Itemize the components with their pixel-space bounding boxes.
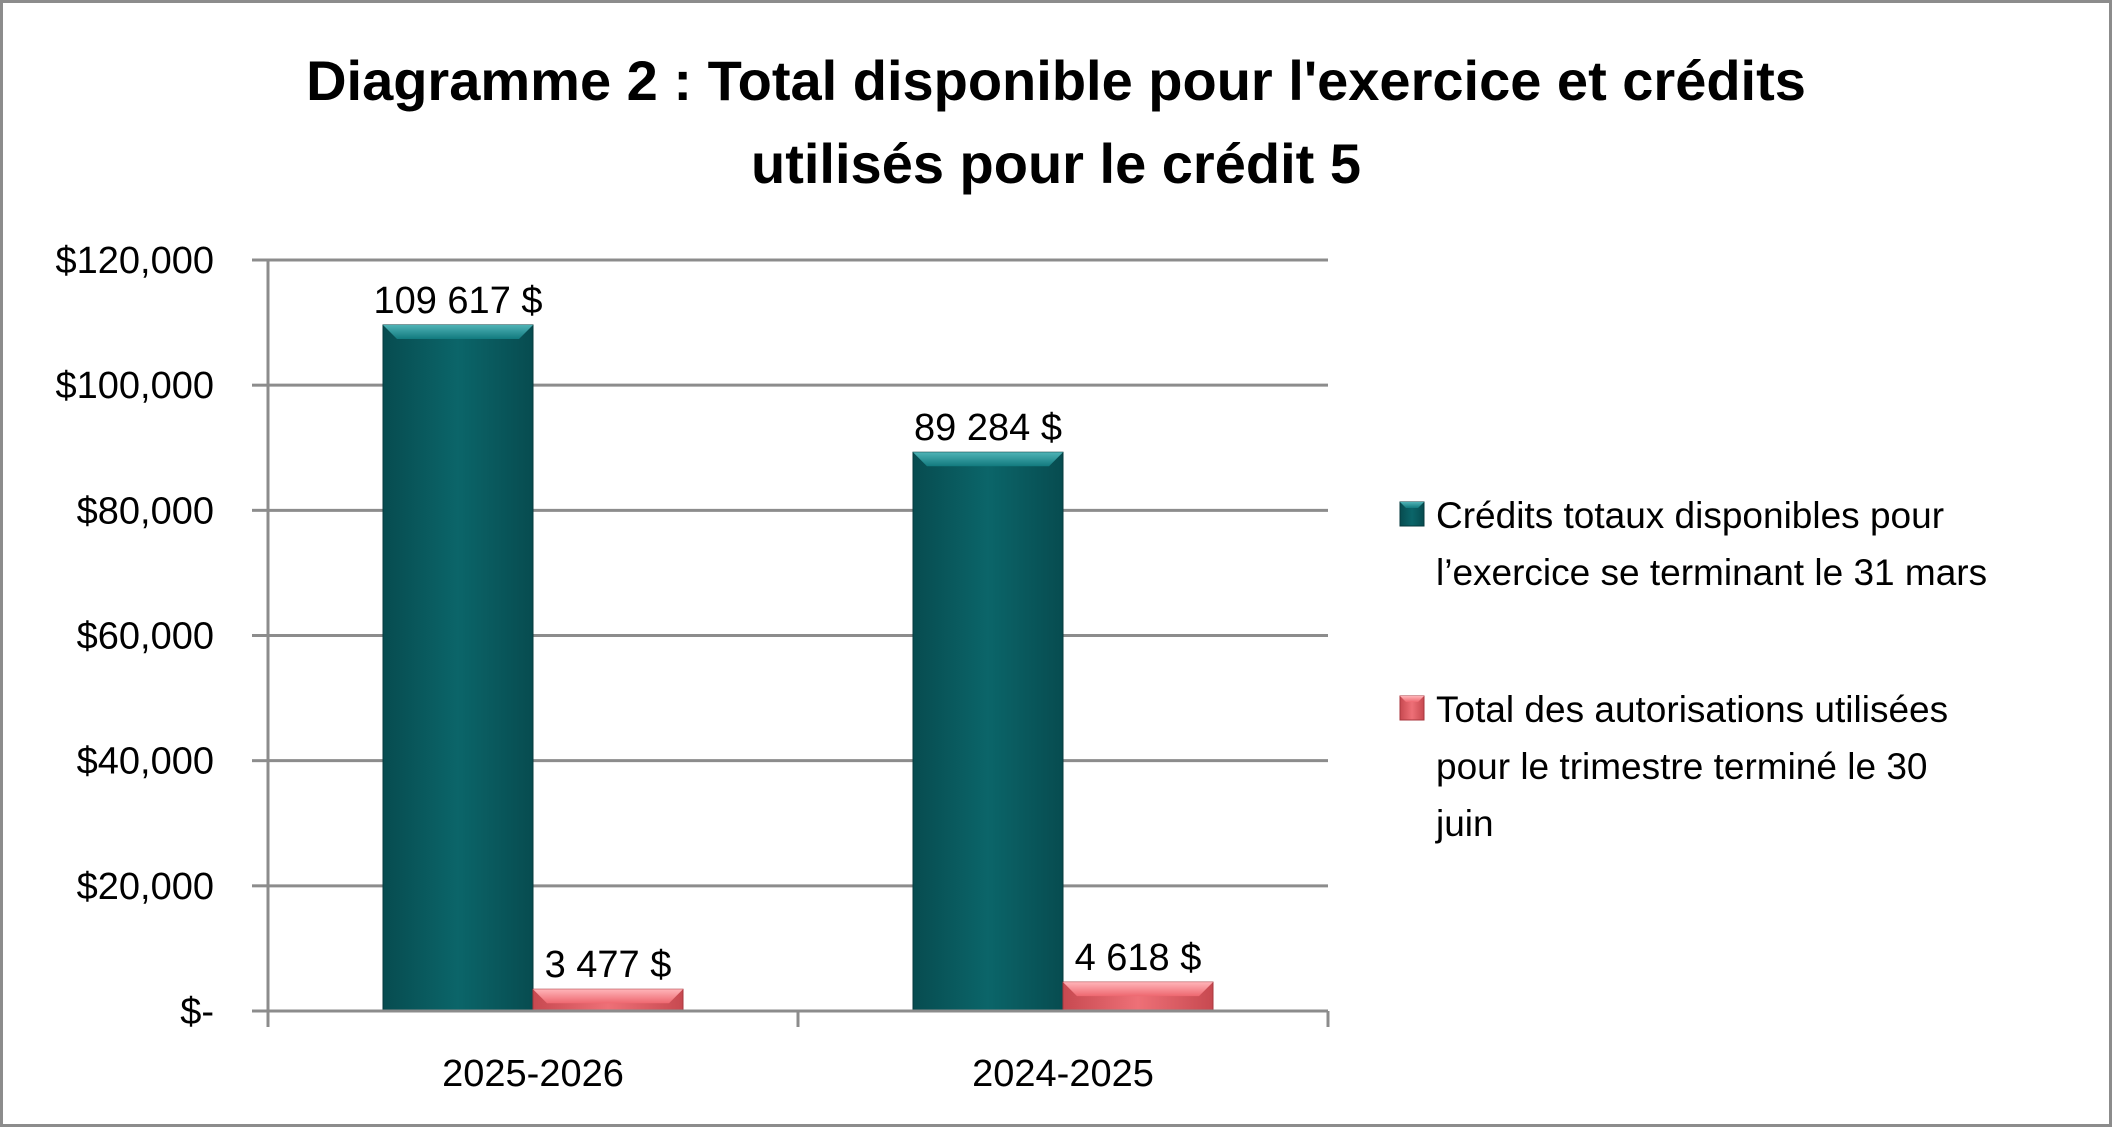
bar-highlight	[913, 452, 1063, 467]
y-tick-label: $40,000	[77, 741, 214, 783]
bars	[382, 324, 1214, 1012]
y-tick-label: $80,000	[77, 490, 214, 532]
legend-label: Total des autorisations utilisées	[1436, 689, 1948, 730]
legend: Crédits totaux disponibles pour l’exercic…	[1399, 495, 1987, 844]
x-tick-label: 2024-2025	[972, 1053, 1154, 1095]
y-tick-label: $60,000	[77, 616, 214, 658]
legend-label: l’exercice se terminant le 31 mars	[1436, 552, 1987, 593]
data-label: 89 284 $	[914, 407, 1062, 449]
y-tick-label: $20,000	[77, 866, 214, 908]
legend-label: Crédits totaux disponibles pour	[1436, 495, 1944, 536]
bar-highlight	[383, 324, 533, 339]
data-labels: 109 617 $ 3 477 $ 89 284 $ 4 618 $	[373, 280, 1201, 986]
chart-title-line-1: Diagramme 2 : Total disponible pour l'ex…	[306, 49, 1806, 112]
data-label: 4 618 $	[1075, 937, 1202, 979]
data-label: 3 477 $	[545, 944, 672, 986]
chart-title: Diagramme 2 : Total disponible pour l'ex…	[306, 49, 1806, 195]
chart-title-line-2: utilisés pour le crédit 5	[751, 132, 1361, 195]
y-tick-label: $100,000	[56, 365, 215, 407]
x-tick-label: 2025-2026	[442, 1053, 624, 1095]
legend-label: pour le trimestre terminé le 30	[1436, 746, 1927, 787]
bar	[912, 451, 1064, 1012]
legend-swatch-highlight	[1400, 502, 1424, 508]
bar-highlight	[1063, 982, 1213, 997]
bar-highlight	[533, 989, 683, 1004]
x-axis: 2025-2026 2024-2025	[266, 1009, 1330, 1095]
data-label: 109 617 $	[373, 280, 542, 322]
legend-label: juin	[1435, 803, 1494, 844]
bar	[382, 324, 534, 1012]
legend-swatch-highlight	[1400, 696, 1424, 702]
y-tick-label: $-	[180, 991, 214, 1033]
y-tick-label: $120,000	[56, 240, 215, 282]
y-axis: $- $20,000 $40,000 $60,000 $80,000 $100,000 $1…	[56, 240, 270, 1033]
